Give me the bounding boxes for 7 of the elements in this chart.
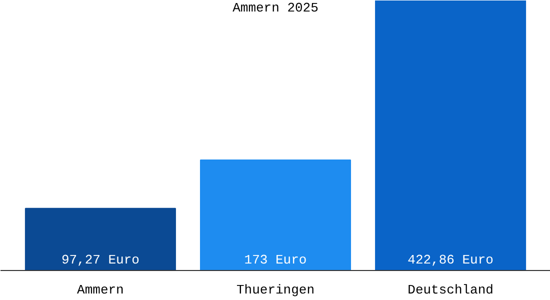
x-tick-label: Deutschland <box>408 282 494 298</box>
chart-title: Ammern 2025 <box>232 0 318 16</box>
x-tick-label: Ammern <box>77 282 124 298</box>
data-label: 173 Euro <box>244 252 307 268</box>
data-label: 422,86 Euro <box>408 252 494 268</box>
x-tick-label: Thueringen <box>236 282 315 298</box>
data-label: 97,27 Euro <box>61 252 140 268</box>
